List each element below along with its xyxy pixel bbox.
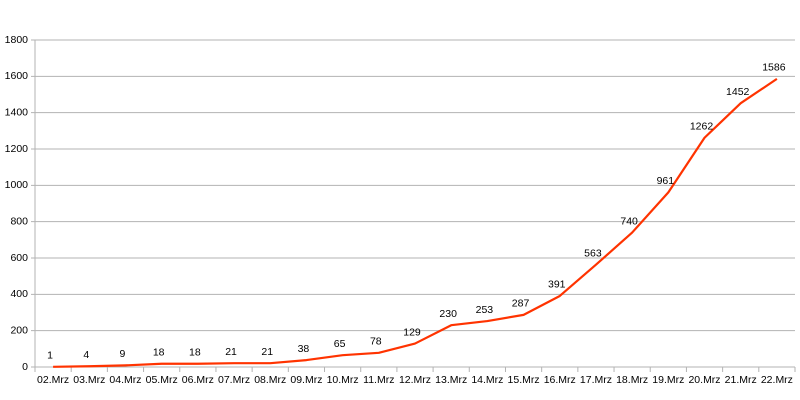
x-tick-label: 21.Mrz (725, 374, 757, 386)
x-tick-label: 11.Mrz (363, 374, 394, 386)
x-tick-label: 04.Mrz (109, 374, 141, 386)
y-tick-label: 200 (10, 324, 28, 336)
x-tick-label: 12.Mrz (399, 374, 431, 386)
x-tick-label: 10.Mrz (327, 374, 359, 386)
data-label: 129 (403, 326, 421, 338)
data-label: 961 (657, 175, 675, 187)
data-label: 253 (476, 304, 494, 316)
y-tick-label: 0 (22, 361, 28, 373)
y-tick-label: 1200 (5, 143, 29, 155)
x-tick-label: 19.Mrz (652, 374, 684, 386)
data-label: 65 (334, 338, 346, 350)
x-tick-label: 15.Mrz (508, 374, 540, 386)
y-tick-label: 1400 (5, 106, 29, 118)
data-label: 287 (512, 298, 530, 310)
data-label: 9 (120, 348, 126, 360)
x-tick-label: 05.Mrz (146, 374, 178, 386)
x-tick-label: 13.Mrz (435, 374, 467, 386)
x-tick-label: 07.Mrz (218, 374, 250, 386)
data-label: 1586 (762, 62, 786, 74)
x-tick-label: 22.Mrz (761, 374, 793, 386)
x-tick-label: 02.Mrz (37, 374, 69, 386)
x-tick-label: 09.Mrz (290, 374, 322, 386)
x-tick-label: 16.Mrz (544, 374, 576, 386)
data-label: 230 (439, 308, 457, 320)
data-label: 740 (620, 215, 638, 227)
x-tick-label: 17.Mrz (580, 374, 612, 386)
y-tick-label: 1000 (5, 179, 29, 191)
data-label: 391 (548, 279, 566, 291)
x-tick-label: 18.Mrz (616, 374, 648, 386)
line (53, 77, 778, 368)
data-label: 21 (261, 346, 273, 358)
data-label: 21 (225, 346, 237, 358)
y-tick-label: 1800 (5, 34, 29, 46)
y-tick-label: 800 (10, 215, 28, 227)
data-label: 1 (47, 350, 53, 362)
data-label: 563 (584, 248, 602, 260)
x-tick-label: 08.Mrz (254, 374, 286, 386)
data-label: 18 (189, 347, 201, 359)
x-tick-label: 03.Mrz (73, 374, 105, 386)
y-tick-label: 600 (10, 252, 28, 264)
x-tick-label: 06.Mrz (182, 374, 214, 386)
y-tick-label: 400 (10, 288, 28, 300)
data-label: 4 (83, 349, 89, 361)
data-label: 1452 (726, 86, 750, 98)
x-tick-label: 14.Mrz (471, 374, 503, 386)
data-label: 38 (298, 343, 310, 355)
data-label: 18 (153, 347, 165, 359)
y-tick-label: 1600 (5, 70, 29, 82)
data-label: 1262 (690, 121, 714, 133)
x-tick-label: 20.Mrz (688, 374, 720, 386)
data-label: 78 (370, 336, 382, 348)
